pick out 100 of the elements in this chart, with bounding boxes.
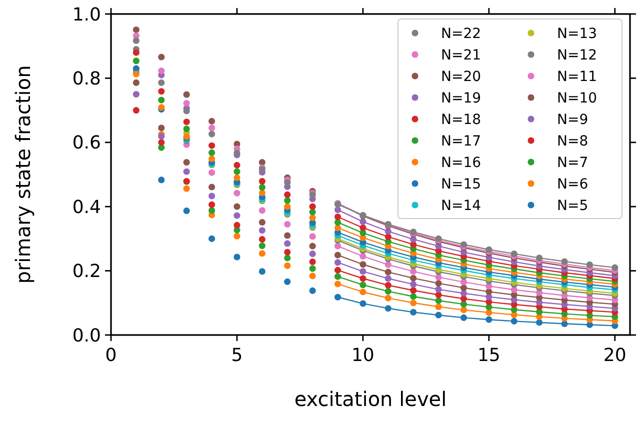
point — [183, 207, 190, 214]
point — [208, 169, 216, 176]
legend-label: N=6 — [557, 176, 588, 192]
point — [258, 178, 266, 185]
point — [284, 179, 291, 186]
point — [132, 65, 140, 72]
legend-label: N=14 — [441, 198, 482, 214]
point — [384, 261, 392, 268]
legend-label: N=10 — [557, 90, 598, 106]
legend-label: N=5 — [557, 198, 588, 214]
point — [309, 208, 316, 216]
point — [586, 261, 593, 268]
point — [460, 300, 468, 308]
point — [309, 272, 316, 280]
point — [384, 282, 392, 289]
point — [309, 242, 316, 250]
point — [234, 254, 240, 260]
point — [309, 287, 316, 294]
point — [334, 294, 342, 300]
point — [158, 176, 165, 184]
point — [208, 130, 216, 138]
point — [284, 191, 291, 198]
point — [360, 261, 366, 268]
point — [284, 254, 291, 262]
point — [258, 219, 266, 226]
point — [460, 284, 468, 292]
point — [360, 218, 366, 225]
point — [234, 162, 240, 168]
point — [183, 159, 190, 166]
point — [334, 273, 342, 280]
point — [486, 316, 492, 323]
point — [486, 288, 492, 295]
point — [360, 275, 366, 282]
point — [132, 49, 140, 56]
point — [334, 219, 342, 226]
point — [132, 90, 140, 98]
point — [435, 312, 442, 318]
point — [536, 319, 543, 326]
legend-label: N=16 — [441, 154, 482, 171]
point — [284, 262, 291, 269]
point — [360, 253, 366, 260]
y-tick-label: 1.0 — [72, 4, 101, 26]
x-axis-title: excitation level — [294, 387, 447, 411]
point — [132, 37, 140, 44]
point — [410, 274, 417, 282]
point — [384, 288, 392, 295]
point — [309, 250, 316, 258]
point — [258, 250, 266, 257]
point — [208, 235, 216, 242]
legend-label: N=13 — [557, 26, 598, 42]
x-tick-label: 0 — [105, 345, 117, 366]
point — [234, 168, 240, 175]
point — [258, 207, 266, 214]
legend-label: N=19 — [441, 90, 482, 106]
point — [258, 159, 266, 166]
point — [384, 294, 392, 302]
y-tick-label: 0.0 — [72, 325, 101, 346]
legend-label: N=18 — [441, 112, 482, 128]
point — [435, 280, 442, 287]
point — [410, 268, 417, 275]
point — [183, 100, 190, 107]
point — [334, 214, 342, 220]
point — [435, 286, 442, 293]
point — [208, 124, 216, 132]
point — [208, 201, 216, 208]
point — [208, 184, 216, 190]
y-tick-label: 0.8 — [72, 68, 101, 90]
point — [360, 282, 366, 288]
legend-label: N=17 — [441, 133, 482, 150]
y-axis-title: primary state fraction — [11, 65, 35, 284]
point — [536, 254, 543, 262]
x-tick-label: 10 — [351, 345, 374, 366]
point — [309, 233, 316, 240]
point — [460, 290, 468, 297]
point — [208, 192, 216, 200]
point — [309, 258, 316, 266]
point — [284, 203, 291, 210]
point — [284, 197, 291, 204]
point — [132, 26, 140, 34]
point — [612, 264, 618, 271]
point — [208, 118, 216, 124]
point — [158, 139, 165, 146]
point — [158, 96, 165, 104]
point — [360, 268, 366, 275]
point — [158, 88, 165, 95]
point — [486, 309, 492, 316]
point — [384, 275, 392, 282]
point — [183, 168, 190, 175]
point — [234, 203, 240, 210]
point — [384, 305, 392, 312]
legend-label: N=9 — [557, 112, 588, 128]
point — [284, 278, 291, 285]
point — [384, 268, 392, 276]
point — [284, 248, 291, 256]
point — [410, 281, 417, 288]
x-tick-label: 15 — [477, 345, 500, 366]
legend-label: N=22 — [441, 26, 482, 42]
point — [258, 236, 266, 243]
point — [183, 126, 190, 132]
point — [435, 274, 442, 281]
